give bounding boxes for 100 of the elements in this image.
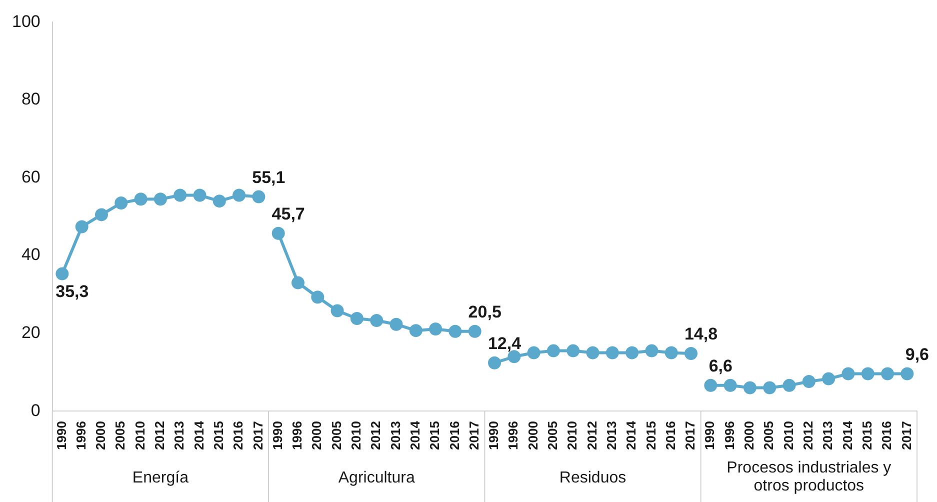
point <box>114 196 128 210</box>
point <box>900 367 914 380</box>
x-tick-label: 2016 <box>662 421 678 450</box>
data-label: 35,3 <box>56 282 89 301</box>
x-tick-label: 2012 <box>584 421 600 450</box>
x-tick-label: 2000 <box>525 421 540 450</box>
point <box>193 188 206 202</box>
point <box>645 344 658 358</box>
text: Energía <box>132 469 189 486</box>
x-tick-label: 2005 <box>761 421 776 450</box>
point <box>704 378 718 392</box>
x-tick-label: 2016 <box>879 421 894 450</box>
point <box>743 381 756 394</box>
x-tick-label: 2017 <box>898 421 914 450</box>
point <box>448 324 462 338</box>
point <box>468 324 482 338</box>
x-tick-label: 2000 <box>742 421 757 450</box>
point <box>272 226 285 240</box>
x-tick-label: 1990 <box>270 421 285 450</box>
y-tick-label: 20 <box>21 322 40 342</box>
x-tick-label: 2005 <box>112 421 128 450</box>
point <box>684 347 698 360</box>
x-tick-label: 2013 <box>172 421 187 450</box>
x-tick-label: 1996 <box>290 421 305 450</box>
point <box>881 367 894 380</box>
point <box>586 346 600 360</box>
point <box>606 346 619 360</box>
x-tick-label: 2013 <box>388 421 403 450</box>
point <box>370 314 384 327</box>
point <box>782 378 796 392</box>
y-tick-label: 40 <box>21 245 40 264</box>
x-tick-label: 2016 <box>446 421 462 450</box>
point <box>330 304 344 318</box>
x-tick-label: 2017 <box>250 421 266 450</box>
point <box>212 194 226 208</box>
data-label: 14,8 <box>684 324 718 344</box>
point <box>626 346 639 360</box>
point <box>822 372 836 386</box>
x-tick-label: 2015 <box>859 421 874 450</box>
text: Procesos industriales y otros productos <box>726 459 892 494</box>
x-tick-label: 1996 <box>722 421 737 450</box>
x-tick-label: 2010 <box>564 421 580 450</box>
x-tick-label: 2014 <box>624 420 639 450</box>
point <box>154 192 167 206</box>
point <box>311 290 324 304</box>
point <box>861 367 874 380</box>
data-label: 9,6 <box>905 344 929 364</box>
point <box>527 346 540 360</box>
x-tick-label: 2010 <box>348 421 364 450</box>
point <box>842 367 855 380</box>
x-tick-label: 1996 <box>73 421 88 450</box>
y-tick-label: 0 <box>30 400 40 420</box>
x-tick-label: 2015 <box>210 421 226 450</box>
point <box>390 318 403 331</box>
x-tick-label: 2005 <box>545 421 560 450</box>
x-tick-label: 2013 <box>820 421 836 450</box>
point <box>724 378 737 392</box>
point <box>429 322 442 336</box>
x-tick-label: 1990 <box>486 421 502 450</box>
x-tick-label: 2014 <box>407 420 422 450</box>
x-tick-label: 1990 <box>54 421 69 450</box>
x-tick-label: 2015 <box>643 421 658 450</box>
data-label: 55,1 <box>252 168 286 187</box>
point <box>664 346 678 360</box>
point <box>350 312 364 326</box>
data-label: 12,4 <box>488 334 522 354</box>
x-tick-label: 2000 <box>309 421 324 450</box>
x-tick-label: 2005 <box>328 421 344 450</box>
x-tick-label: 2010 <box>780 421 796 450</box>
point <box>174 188 187 202</box>
point <box>292 276 304 290</box>
x-tick-label: 2012 <box>152 421 168 450</box>
x-tick-label: 2013 <box>604 421 619 450</box>
x-tick-label: 2015 <box>427 421 442 450</box>
y-tick-label: 60 <box>21 167 40 186</box>
point <box>94 208 108 222</box>
x-tick-label: 1996 <box>506 421 521 450</box>
x-tick-label: 2000 <box>93 421 108 450</box>
text: Agricultura <box>338 469 415 486</box>
x-tick-label: 2012 <box>368 421 384 450</box>
point <box>763 381 776 394</box>
data-label: 45,7 <box>272 204 305 224</box>
x-tick-label: 2014 <box>191 420 206 450</box>
point <box>56 267 69 280</box>
point <box>252 190 266 204</box>
x-tick-label: 2014 <box>840 420 855 450</box>
x-tick-label: 1990 <box>702 421 718 450</box>
point <box>134 192 148 206</box>
x-tick-label: 2012 <box>800 421 816 450</box>
y-tick-label: 100 <box>12 12 40 31</box>
point <box>409 324 422 338</box>
x-tick-label: 2017 <box>466 421 482 450</box>
x-tick-label: 2016 <box>230 421 246 450</box>
x-tick-label: 2010 <box>132 421 148 450</box>
point <box>232 188 246 202</box>
point <box>802 375 816 388</box>
point <box>566 344 580 358</box>
point <box>488 356 502 370</box>
y-tick-label: 80 <box>21 90 40 109</box>
point <box>546 344 560 358</box>
